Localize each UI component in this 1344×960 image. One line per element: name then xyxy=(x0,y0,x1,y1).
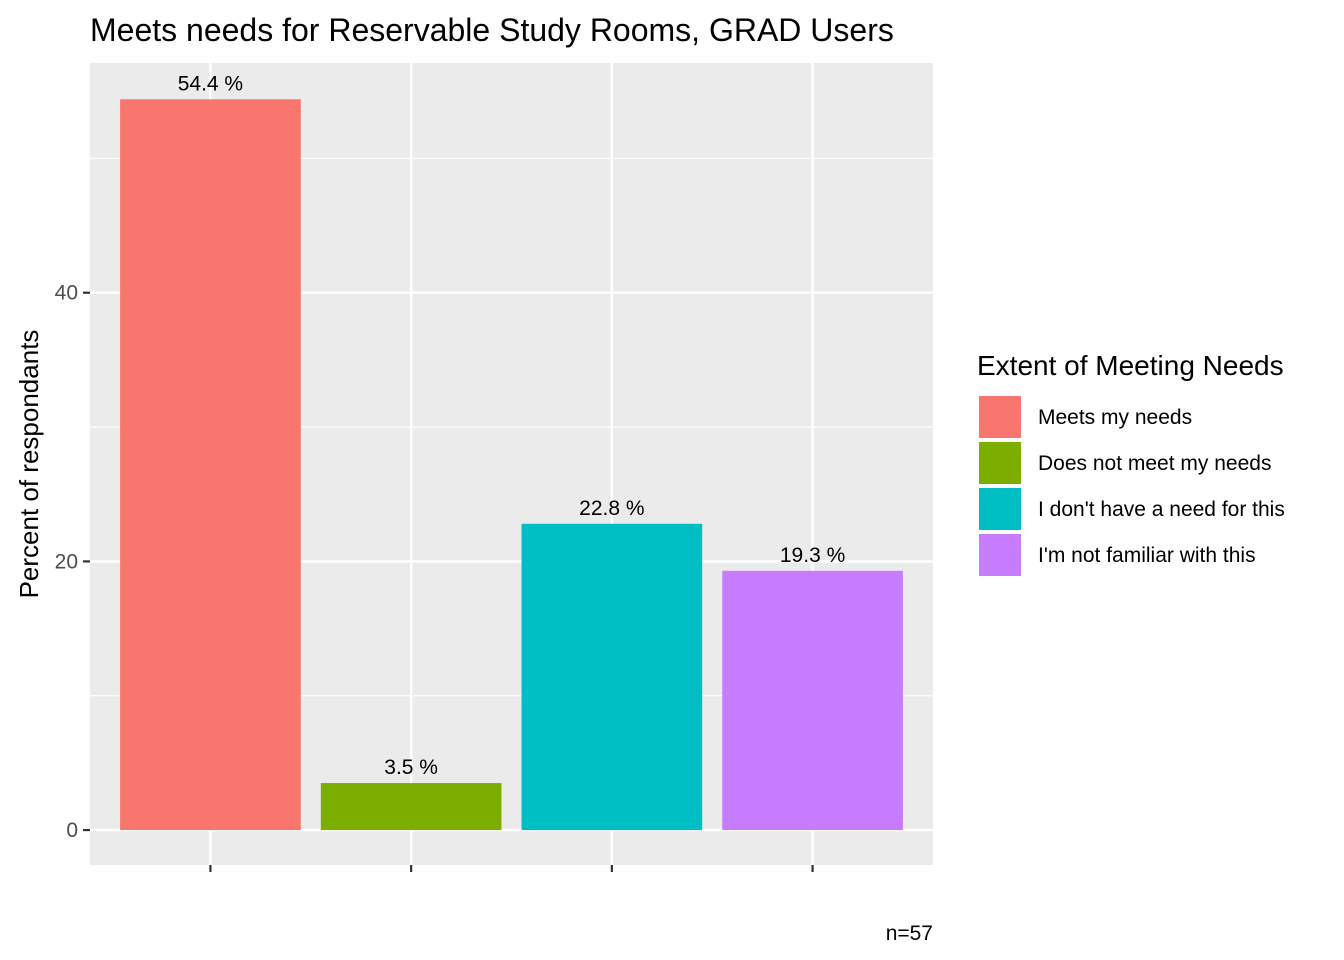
data-label: 3.5 % xyxy=(384,756,438,779)
legend-title: Extent of Meeting Needs xyxy=(977,350,1284,381)
legend-label: Meets my needs xyxy=(1038,406,1192,429)
legend-label: Does not meet my needs xyxy=(1038,452,1271,475)
bar xyxy=(320,783,502,831)
y-tick-label: 40 xyxy=(55,282,78,305)
legend-label: I don't have a need for this xyxy=(1038,498,1285,521)
legend-key xyxy=(977,532,1023,578)
y-tick-label: 0 xyxy=(66,819,78,842)
legend-key xyxy=(977,440,1023,486)
y-tick-label: 20 xyxy=(55,550,78,573)
legend-key xyxy=(977,394,1023,440)
bar xyxy=(120,99,301,831)
bar xyxy=(722,570,903,831)
legend: Meets my needs Does not meet my needs I do… xyxy=(977,394,1285,578)
bars xyxy=(120,99,903,831)
data-labels: 54.4 % 3.5 % 22.8 % 19.3 % xyxy=(178,72,846,779)
legend-label: I'm not familiar with this xyxy=(1038,544,1256,567)
legend-key xyxy=(977,486,1023,532)
y-axis-title: Percent of respondants xyxy=(14,330,44,599)
data-label: 19.3 % xyxy=(780,544,845,567)
data-label: 54.4 % xyxy=(178,72,243,95)
axes: 0 20 40 xyxy=(55,282,814,872)
caption-n: n=57 xyxy=(886,922,933,945)
bar xyxy=(521,523,703,831)
chart-title: Meets needs for Reservable Study Rooms, … xyxy=(90,12,894,48)
data-label: 22.8 % xyxy=(579,497,644,520)
